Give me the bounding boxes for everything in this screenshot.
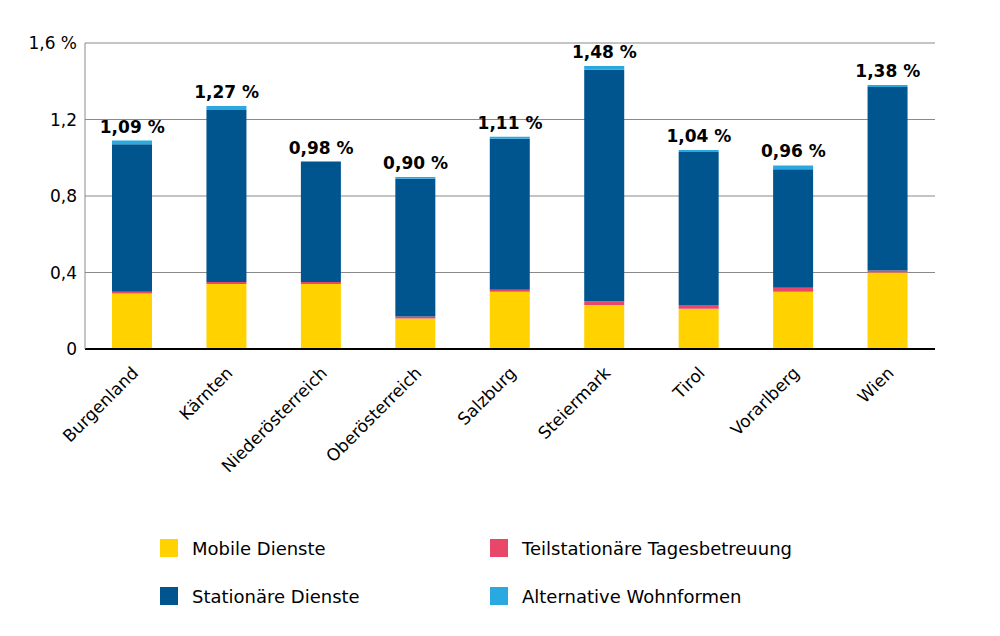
html-text:Mobile Dienste: Mobile Dienste — [192, 537, 326, 559]
svg-text:Niederösterreich: Niederösterreich — [217, 363, 331, 477]
svg-text:Tirol: Tirol — [668, 363, 709, 404]
svg-text:0,90 %: 0,90 % — [383, 153, 448, 173]
svg-text:1,04 %: 1,04 % — [666, 126, 731, 146]
html-text:Stationäre Dienste: Stationäre Dienste — [192, 585, 360, 607]
svg-text:0,98 %: 0,98 % — [289, 138, 354, 158]
svg-text:Vorarlberg: Vorarlberg — [726, 363, 803, 440]
svg-text:1,38 %: 1,38 % — [855, 61, 920, 81]
svg-text:1,48 %: 1,48 % — [572, 42, 637, 62]
svg-text:Wien: Wien — [854, 363, 898, 407]
svg-text:Burgenland: Burgenland — [59, 363, 142, 446]
svg-text:1,6 %: 1,6 % — [28, 33, 77, 53]
svg-text:1,27 %: 1,27 % — [194, 82, 259, 102]
svg-text:Salzburg: Salzburg — [453, 363, 519, 429]
svg-text:0,96 %: 0,96 % — [761, 141, 826, 161]
svg-text:1,2: 1,2 — [50, 110, 77, 130]
svg-text:0,8: 0,8 — [50, 186, 77, 206]
svg-text:Kärnten: Kärnten — [175, 363, 236, 424]
svg-text:0: 0 — [66, 339, 77, 359]
svg-text:Oberösterreich: Oberösterreich — [322, 363, 425, 466]
svg-text:1,11 %: 1,11 % — [478, 113, 543, 133]
svg-text:1,09 %: 1,09 % — [100, 117, 165, 137]
svg-text:Steiermark: Steiermark — [534, 363, 614, 443]
html-text:Teilstationäre Tagesbetreuung: Teilstationäre Tagesbetreuung — [522, 537, 792, 559]
svg-text:0,4: 0,4 — [50, 263, 77, 283]
html-text:Alternative Wohnformen: Alternative Wohnformen — [522, 585, 742, 607]
